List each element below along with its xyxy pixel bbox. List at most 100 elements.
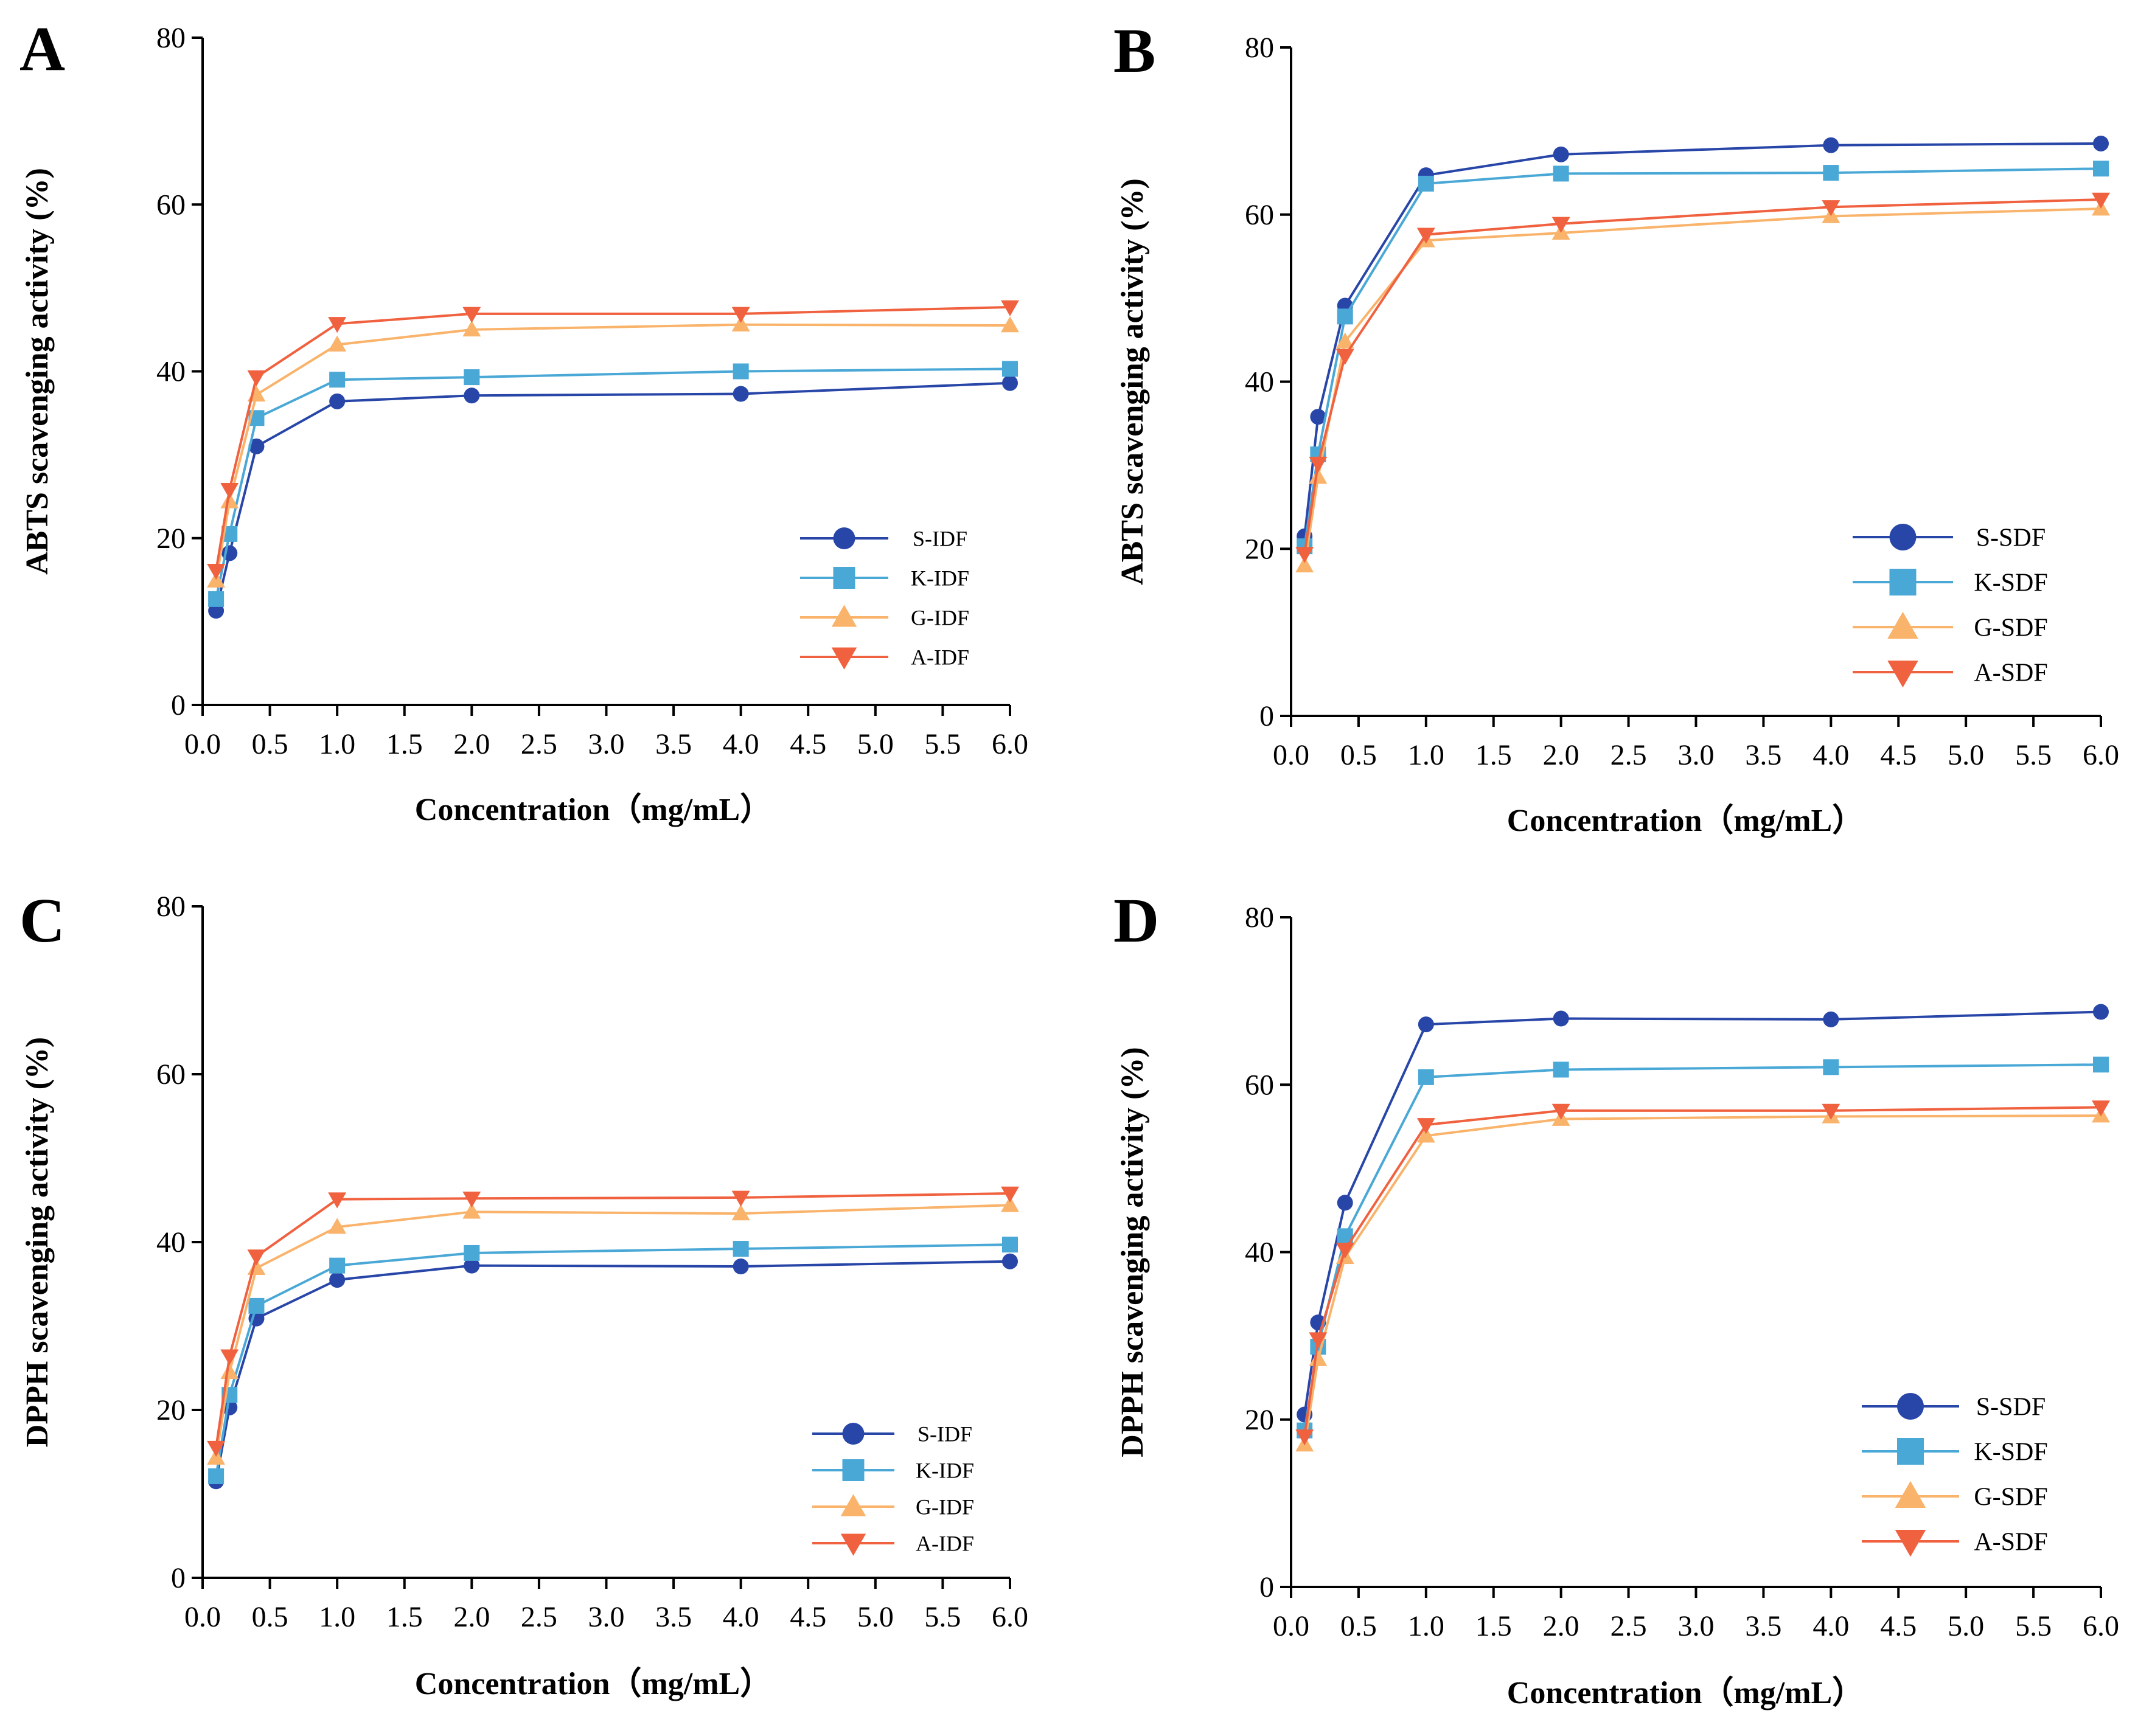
chart-panel-b: B 0 20 40 60 80 0.0 0.5 1.0 1.5 2.0 2.5 3.0 3.5 4.0 4.5…	[1113, 16, 2119, 838]
x-tick-label: 5.0	[857, 1601, 894, 1633]
x-axis-title: Concentration（mg/mL）	[1507, 1675, 1864, 1710]
y-axis-title: DPPH scavenging activity (%)	[1115, 1047, 1150, 1457]
legend-label: K-SDF	[1974, 569, 2047, 597]
x-tick-label: 3.0	[588, 728, 625, 760]
data-point-k-idf	[464, 1245, 480, 1261]
legend-label: G-IDF	[911, 606, 969, 630]
y-axis-title: ABTS scavenging activity (%)	[1115, 178, 1150, 585]
x-tick-label: 6.0	[992, 728, 1028, 760]
data-point-k-idf	[329, 372, 346, 388]
y-tick-label: 20	[156, 1394, 186, 1426]
x-tick-label: 4.5	[1880, 739, 1917, 771]
data-point-k-idf	[1002, 361, 1018, 377]
data-point-a-sdf	[1416, 1118, 1435, 1134]
data-point-a-idf	[1001, 1186, 1019, 1203]
x-tick-label: 2.5	[1610, 1610, 1647, 1642]
x-tick-label: 2.0	[1543, 739, 1579, 771]
data-point-a-sdf	[1551, 217, 1570, 233]
data-point-g-idf	[462, 1203, 481, 1219]
y-tick-label: 60	[1245, 199, 1274, 231]
x-tick-label: 4.0	[723, 1601, 759, 1633]
x-tick-label: 4.0	[723, 728, 759, 760]
x-tick-label: 4.5	[790, 1601, 826, 1633]
x-tick-label: 0.0	[1273, 739, 1309, 771]
series-line-s-idf	[215, 381, 1011, 611]
data-point-k-sdf	[1553, 1061, 1569, 1078]
legend-marker	[840, 1494, 866, 1516]
x-tick-label: 3.5	[1745, 1610, 1781, 1642]
data-point-a-idf	[731, 1190, 750, 1207]
legend-label: A-IDF	[916, 1532, 974, 1556]
x-tick-label: 4.0	[1812, 739, 1849, 771]
data-point-a-idf	[462, 307, 481, 323]
x-tick-label: 4.5	[790, 728, 826, 760]
legend-marker	[840, 1533, 866, 1556]
x-tick-label: 1.5	[1475, 1610, 1512, 1642]
data-point-s-sdf	[2093, 135, 2109, 151]
data-point-a-idf	[220, 1349, 239, 1366]
data-point-g-idf	[328, 335, 347, 352]
x-tick-label: 5.5	[924, 728, 961, 760]
x-tick-label: 6.0	[2083, 1610, 2119, 1642]
x-tick-label: 0.0	[184, 728, 221, 760]
series-line-g-idf	[215, 1204, 1011, 1458]
y-tick-label: 40	[1245, 366, 1274, 398]
x-tick-label: 0.0	[1273, 1610, 1309, 1642]
series-line-a-sdf	[1303, 1106, 2101, 1437]
data-point-s-sdf	[1823, 137, 1839, 153]
chart-panel-d: D 0 20 40 60 80 0.0 0.5 1.0 1.5 2.0 2.5 3.0 3.5 4.0 4.5…	[1113, 886, 2119, 1710]
y-tick-label: 80	[156, 891, 186, 923]
x-tick-label: 2.5	[521, 728, 557, 760]
data-point-k-idf	[248, 1297, 265, 1314]
x-tick-label: 5.5	[924, 1601, 961, 1633]
x-tick-label: 0.5	[252, 728, 288, 760]
x-tick-label: 1.5	[386, 1601, 423, 1633]
data-point-s-idf	[464, 387, 480, 404]
x-tick-label: 4.5	[1880, 1610, 1917, 1642]
x-axis-title: Concentration（mg/mL）	[415, 1666, 771, 1701]
data-point-a-idf	[1001, 300, 1019, 316]
y-tick-label: 40	[156, 356, 186, 388]
data-point-s-idf	[733, 386, 749, 402]
y-tick-label: 20	[156, 523, 186, 555]
legend-label: S-SDF	[1976, 1394, 2046, 1422]
legend-marker	[1895, 1530, 1926, 1557]
x-tick-label: 0.5	[1340, 1610, 1377, 1642]
legend-marker	[1897, 1393, 1924, 1420]
data-point-k-sdf	[1823, 1059, 1839, 1075]
data-point-g-sdf	[1295, 556, 1314, 572]
data-point-k-idf	[208, 591, 225, 607]
data-point-g-sdf	[1309, 468, 1328, 484]
data-point-g-idf	[731, 1204, 750, 1221]
x-tick-label: 5.5	[2015, 739, 2052, 771]
legend-label: G-SDF	[1974, 614, 2047, 642]
legend-marker	[831, 647, 857, 670]
legend-label: A-SDF	[1974, 1529, 2047, 1557]
y-tick-label: 80	[156, 22, 186, 54]
legend-marker	[833, 527, 855, 549]
data-point-k-sdf	[1337, 308, 1353, 325]
data-point-a-sdf	[1551, 1103, 1570, 1120]
data-point-g-idf	[1001, 316, 1019, 333]
data-point-s-idf	[1002, 375, 1018, 391]
data-point-a-idf	[462, 1192, 481, 1208]
y-tick-label: 40	[156, 1226, 186, 1259]
y-tick-label: 0	[171, 1562, 186, 1594]
panel-label: A	[19, 14, 65, 84]
legend-marker	[1889, 524, 1917, 550]
legend-marker	[842, 1459, 865, 1481]
data-point-g-idf	[220, 1363, 239, 1380]
data-point-k-idf	[733, 363, 749, 380]
legend-marker	[1897, 1438, 1924, 1465]
data-point-a-sdf	[1295, 547, 1314, 563]
data-point-g-idf	[462, 320, 481, 337]
data-point-s-sdf	[1310, 409, 1326, 425]
legend-marker	[842, 1423, 865, 1445]
data-point-s-sdf	[2093, 1004, 2109, 1020]
data-point-k-sdf	[1823, 165, 1839, 181]
data-point-g-idf	[328, 1218, 347, 1234]
x-tick-label: 5.0	[857, 728, 894, 760]
data-point-s-idf	[1002, 1253, 1018, 1269]
x-tick-label: 4.0	[1812, 1610, 1849, 1642]
